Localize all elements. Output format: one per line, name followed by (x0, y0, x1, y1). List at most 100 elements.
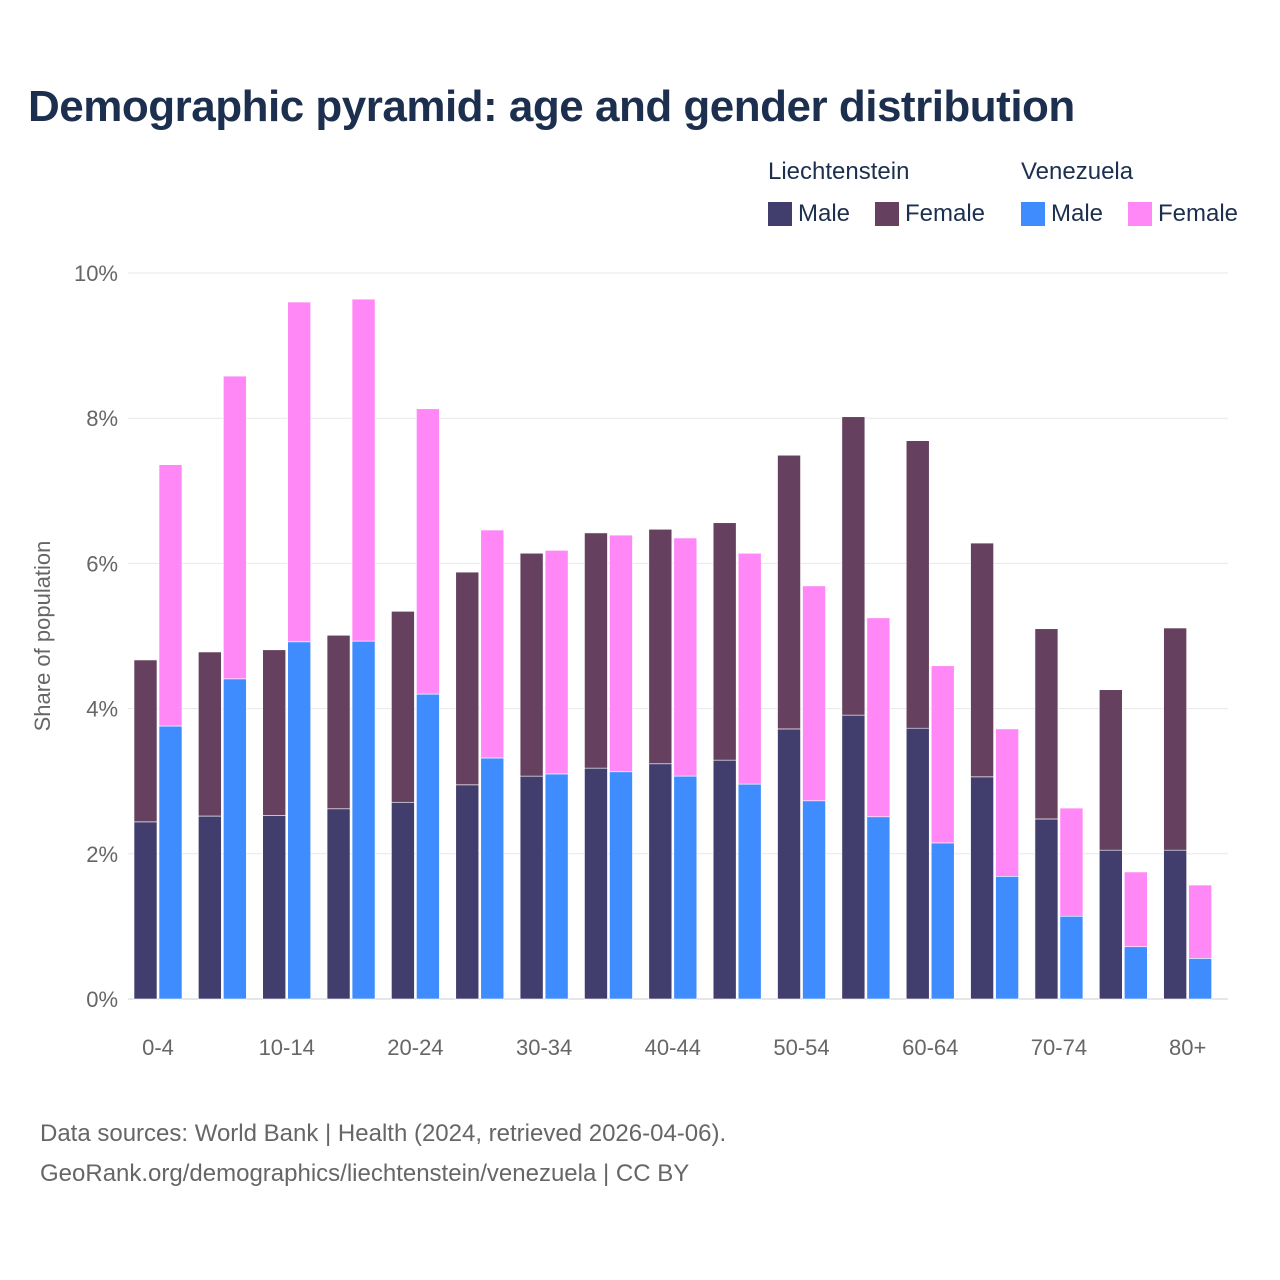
bar-venezuela-female (287, 301, 312, 643)
bar-venezuela-female (1188, 884, 1212, 959)
bar-venezuela-male (223, 678, 247, 1000)
chart-title: Demographic pyramid: age and gender dist… (28, 82, 1075, 131)
bar-venezuela-female (609, 534, 633, 773)
bar-venezuela-female (995, 728, 1019, 877)
bar-venezuela-male (1123, 946, 1148, 1000)
bar-venezuela-female (930, 665, 955, 844)
bar-liechtenstein-female (262, 649, 287, 816)
bar-liechtenstein-male (712, 759, 737, 1000)
legend-swatch (1021, 202, 1045, 226)
bar-liechtenstein-male (198, 815, 222, 1000)
bar-venezuela-male (737, 783, 762, 1000)
bar-liechtenstein-male (970, 776, 994, 1000)
bar-liechtenstein-male (262, 815, 287, 1000)
bar-venezuela-female (223, 375, 247, 680)
bar-venezuela-male (480, 757, 505, 1000)
legend-swatch (875, 202, 899, 226)
bar-venezuela-male (1188, 958, 1212, 1000)
bar-liechtenstein-male (905, 727, 930, 1000)
y-tick-label: 10% (74, 261, 118, 286)
bar-liechtenstein-male (133, 821, 158, 1000)
bar-venezuela-female (1059, 807, 1084, 917)
y-tick-label: 4% (86, 697, 118, 722)
legend-swatch (1128, 202, 1152, 226)
bar-liechtenstein-male (1163, 849, 1187, 1000)
legend-item-li-male: Male (768, 200, 850, 228)
bar-venezuela-male (802, 800, 826, 1000)
bar-venezuela-female (416, 408, 440, 695)
legend-swatch (768, 202, 792, 226)
legend-label: Female (905, 200, 986, 227)
bar-venezuela-female (544, 550, 569, 775)
legend-label: Male (1051, 200, 1104, 227)
bar-liechtenstein-male (1098, 849, 1123, 1000)
bar-liechtenstein-male (841, 714, 866, 1000)
bar-liechtenstein-female (1163, 627, 1187, 851)
bar-venezuela-female (480, 529, 505, 759)
bar-liechtenstein-female (455, 571, 480, 786)
footer: Data sources: World Bank | Health (2024,… (40, 1114, 726, 1194)
bar-liechtenstein-female (648, 528, 673, 765)
bar-venezuela-male (930, 842, 955, 1000)
x-tick-label: 40-44 (645, 1035, 701, 1060)
bar-liechtenstein-female (133, 659, 158, 823)
bar-liechtenstein-male (1034, 818, 1059, 1000)
bar-liechtenstein-female (970, 542, 994, 778)
bar-venezuela-female (737, 552, 762, 785)
bar-liechtenstein-male (455, 784, 480, 1000)
bar-liechtenstein-female (1098, 689, 1123, 851)
bar-venezuela-female (802, 585, 826, 802)
bar-liechtenstein-female (391, 611, 415, 803)
bar-liechtenstein-female (841, 416, 866, 716)
bar-liechtenstein-female (584, 532, 608, 769)
bar-liechtenstein-male (391, 801, 415, 1000)
bar-venezuela-male (995, 876, 1019, 1000)
bar-venezuela-male (673, 775, 698, 1000)
x-tick-label: 0-4 (142, 1035, 174, 1060)
bar-venezuela-male (287, 641, 312, 1000)
bar-liechtenstein-female (712, 522, 737, 761)
x-tick-label: 70-74 (1031, 1035, 1087, 1060)
bar-liechtenstein-female (777, 454, 801, 730)
x-tick-label: 30-34 (516, 1035, 572, 1060)
bar-venezuela-male (544, 773, 569, 1000)
legend-group-venezuela: Venezuela (1021, 158, 1134, 185)
bar-venezuela-male (351, 640, 376, 1000)
bar-venezuela-female (866, 617, 891, 818)
bar-venezuela-female (158, 464, 183, 727)
bar-liechtenstein-female (905, 440, 930, 729)
y-tick-label: 0% (86, 987, 118, 1012)
bar-liechtenstein-female (326, 634, 351, 810)
bar-liechtenstein-female (1034, 628, 1059, 820)
bar-liechtenstein-male (326, 808, 351, 1000)
y-tick-label: 2% (86, 842, 118, 867)
bar-liechtenstein-male (584, 767, 608, 1000)
y-axis-label: Share of population (30, 541, 55, 732)
legend-item-ve-female: Female (1128, 200, 1238, 228)
bar-liechtenstein-male (777, 728, 801, 1000)
bar-venezuela-male (416, 693, 440, 1000)
legend-group-liechtenstein: Liechtenstein (768, 158, 910, 185)
footer-url: GeoRank.org/demographics/liechtenstein/v… (40, 1160, 690, 1187)
legend-item-ve-male: Male (1021, 200, 1103, 228)
bar-venezuela-female (673, 537, 698, 777)
footer-sources: Data sources: World Bank | Health (2024,… (40, 1120, 727, 1147)
x-tick-label: 20-24 (387, 1035, 443, 1060)
legend-label: Female (1158, 200, 1239, 227)
bar-liechtenstein-female (519, 552, 544, 777)
x-tick-label: 50-54 (773, 1035, 829, 1060)
y-tick-label: 8% (86, 406, 118, 431)
bar-venezuela-male (158, 725, 183, 1000)
x-tick-label: 10-14 (259, 1035, 315, 1060)
legend-item-li-female: Female (875, 200, 985, 228)
y-tick-label: 6% (86, 551, 118, 576)
bar-venezuela-male (866, 816, 891, 1000)
bar-venezuela-female (1123, 871, 1148, 948)
x-tick-label: 60-64 (902, 1035, 958, 1060)
bar-venezuela-male (609, 771, 633, 1000)
x-tick-label: 80+ (1169, 1035, 1206, 1060)
bar-venezuela-male (1059, 915, 1084, 1000)
bar-liechtenstein-female (198, 651, 222, 817)
bar-liechtenstein-male (648, 763, 673, 1000)
